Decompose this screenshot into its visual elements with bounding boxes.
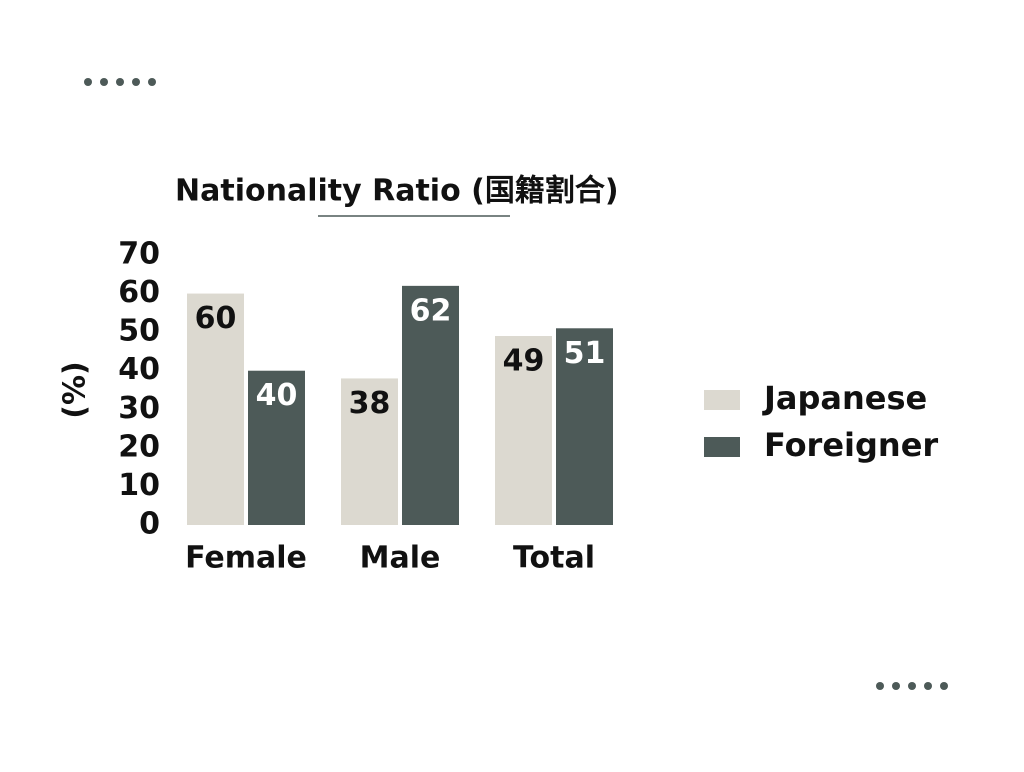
bar: [187, 293, 244, 525]
chart-title: Nationality Ratio (国籍割合): [175, 174, 619, 209]
bar: [248, 370, 305, 525]
value-label: 49: [503, 344, 545, 379]
legend-swatch: [704, 390, 740, 410]
legend-label: Japanese: [762, 379, 927, 417]
value-label: 51: [564, 336, 606, 371]
y-tick-label: 50: [118, 314, 160, 349]
y-tick-label: 10: [118, 468, 160, 503]
bar: [495, 336, 552, 525]
legend-label: Foreigner: [764, 426, 938, 464]
bar: [341, 378, 398, 525]
y-tick-label: 0: [139, 507, 160, 542]
value-label: 38: [349, 386, 391, 421]
value-label: 60: [195, 301, 237, 336]
value-label: 40: [256, 378, 298, 413]
y-axis-label: (%): [58, 361, 93, 418]
x-tick-label: Total: [513, 541, 595, 576]
y-tick-label: 70: [118, 237, 160, 272]
x-tick-label: Male: [360, 541, 441, 576]
bar: [556, 328, 613, 525]
y-tick-label: 60: [118, 275, 160, 310]
value-label: 62: [410, 293, 452, 328]
bar: [402, 285, 459, 525]
y-tick-label: 30: [118, 391, 160, 426]
decor-dots: [84, 78, 948, 690]
x-tick-label: Female: [185, 541, 307, 576]
y-tick-label: 40: [118, 352, 160, 387]
y-tick-label: 20: [118, 429, 160, 464]
legend-swatch: [704, 437, 740, 457]
